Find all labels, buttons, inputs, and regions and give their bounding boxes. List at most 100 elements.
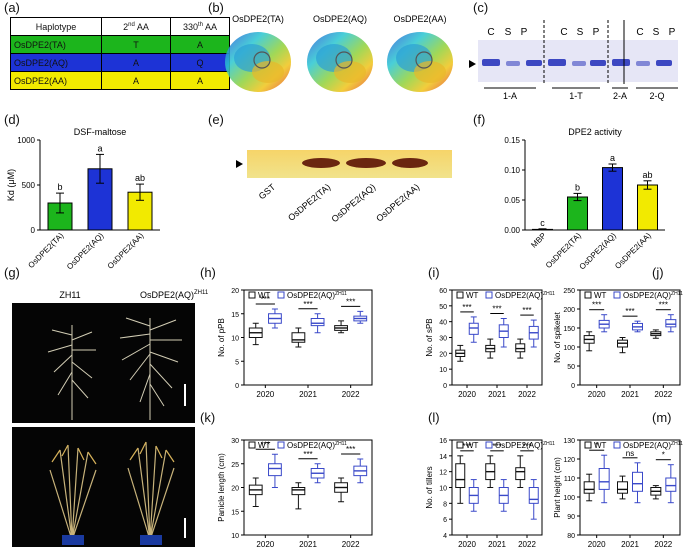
- chart-spb: 0 10 20 30 40 50 60 No. of sPB WT OsDPE2(AQ)ZH11 *…: [425, 288, 555, 399]
- y-tick-label: 130: [563, 438, 575, 445]
- category-label: OsDPE2(AQ): [578, 231, 619, 272]
- panel-label-a: (a): [4, 0, 20, 15]
- panel-label-i: (i): [428, 265, 440, 280]
- y-tick-label: 5: [235, 359, 239, 366]
- chart-title: DSF-maltose: [74, 127, 127, 137]
- legend-label-mut: OsDPE2(AQ)ZH11: [623, 441, 683, 450]
- table-row-aa: OsDPE2(AA) A A: [10, 71, 230, 90]
- significance-mark: ***: [462, 442, 471, 451]
- box: [632, 471, 643, 492]
- photo-label-zh11: ZH11: [59, 290, 80, 300]
- significance-mark: ns: [626, 449, 634, 458]
- y-tick-label: 110: [564, 476, 575, 483]
- category-label: MBP: [529, 231, 548, 250]
- category-label: OsDPE2(TA): [26, 231, 65, 270]
- panel-label-b: (b): [208, 0, 224, 15]
- significance-letter: a: [610, 153, 615, 163]
- panel-label-h: (h): [200, 265, 216, 280]
- lane-s: S: [653, 27, 660, 38]
- y-tick-label: 25: [231, 462, 239, 469]
- legend-swatch-mut: [277, 441, 285, 449]
- x-tick-label: 2022: [654, 390, 672, 399]
- plot-frame: [451, 439, 543, 536]
- pot-right: [140, 535, 162, 545]
- blot-lane-aa: OsDPE2(AA): [374, 182, 421, 224]
- photo-label-aq: OsDPE2(AQ)ZH11: [140, 290, 209, 300]
- pot-left: [62, 535, 84, 545]
- chart-panicle-length: 10 15 20 25 30 Panicle length (cm) WT OsDPE2(AQ…: [217, 438, 373, 549]
- gel-arrow-icon: [469, 60, 476, 68]
- significance-mark: ***: [303, 450, 312, 459]
- lane-p: P: [593, 27, 600, 38]
- legend-label-mut: OsDPE2(AQ)ZH11: [287, 291, 347, 300]
- panel-label-g: (g): [4, 265, 20, 280]
- x-tick-label: 2021: [488, 540, 506, 549]
- y-tick-label: 16: [439, 438, 447, 445]
- y-tick-label: 14: [439, 454, 447, 461]
- structure-label-ta: OsDPE2(TA): [232, 14, 284, 24]
- y-tick-label: 100: [563, 495, 575, 502]
- y-tick-label: 20: [439, 351, 447, 358]
- legend-mut-sup: ZH11: [335, 291, 347, 297]
- box: [583, 481, 595, 494]
- y-axis-label: No. of tillers: [425, 466, 434, 508]
- legend-mut-sup: ZH11: [671, 291, 683, 297]
- gel-bands: [482, 59, 672, 66]
- western-blot: GST OsDPE2(TA) OsDPE2(AQ) OsDPE2(AA): [236, 150, 452, 224]
- structure-ta-image: [225, 32, 291, 92]
- x-tick-label: 2020: [256, 390, 274, 399]
- y-axis-label: Kd (μM): [6, 169, 16, 201]
- y-tick-label: 30: [439, 336, 447, 343]
- haplotype-table: Haplotype 2nd AA 330th AA OsDPE2(TA) T A…: [10, 17, 230, 90]
- scale-bar: [184, 384, 186, 406]
- y-tick-label: 6: [443, 517, 447, 524]
- legend-swatch-wt: [456, 291, 464, 299]
- y-tick-label: 80: [567, 533, 575, 540]
- x-tick-label: 2020: [458, 540, 476, 549]
- y-tick-label: 20: [231, 288, 239, 295]
- structure-aq-image: [307, 32, 373, 92]
- legend-mut-name: OsDPE2(AQ): [495, 441, 543, 450]
- y-tick-label: 200: [563, 307, 575, 314]
- legend-mut-sup: ZH11: [543, 291, 555, 297]
- panel-label-k: (k): [200, 410, 216, 425]
- box: [310, 318, 325, 327]
- panicle-photo: [12, 303, 195, 423]
- bar: [567, 196, 588, 231]
- significance-mark: ***: [625, 307, 634, 316]
- legend-mut-name: OsDPE2(AQ): [495, 291, 543, 300]
- gel-group-1a: 1-A: [503, 91, 517, 101]
- significance-mark: ***: [346, 445, 355, 454]
- x-tick-label: 2021: [621, 390, 639, 399]
- y-tick-label: 90: [567, 514, 575, 521]
- significance-mark: ***: [261, 440, 270, 449]
- y-tick-label: 0: [571, 383, 575, 390]
- lane-p: P: [669, 27, 676, 38]
- y-tick-label: 0: [31, 226, 36, 235]
- x-tick-label: 2020: [458, 390, 476, 399]
- table-row-aq: OsDPE2(AQ) A Q: [10, 53, 230, 72]
- table-row-ta: OsDPE2(TA) T A: [10, 35, 230, 54]
- x-tick-label: 2021: [488, 390, 506, 399]
- panel-label-l: (l): [428, 410, 440, 425]
- panel-label-e: (e): [208, 112, 224, 127]
- significance-mark: ***: [659, 301, 668, 310]
- y-tick-label: 20: [231, 486, 239, 493]
- box: [665, 319, 677, 328]
- x-tick-label: 2022: [518, 540, 536, 549]
- legend-label-wt: WT: [466, 291, 479, 300]
- blot-lane-ta: OsDPE2(TA): [286, 182, 332, 223]
- legend-label-mut: OsDPE2(AQ)ZH11: [495, 441, 555, 450]
- panel-label-j: (j): [652, 265, 664, 280]
- x-tick-label: 2021: [299, 540, 317, 549]
- y-axis-label: No. of spikelet: [553, 311, 562, 362]
- structure-aa-image: [387, 32, 453, 92]
- row-aa330: A: [170, 71, 230, 90]
- x-tick-label: 2020: [256, 540, 274, 549]
- legend-swatch-wt: [248, 441, 256, 449]
- y-tick-label: 150: [563, 326, 575, 333]
- chart-spikelet: 0 50 100 150 200 250 No. of spikelet WT OsDPE2(A…: [553, 288, 683, 399]
- scale-bar: [184, 518, 186, 538]
- gel-group-2q: 2-Q: [649, 91, 664, 101]
